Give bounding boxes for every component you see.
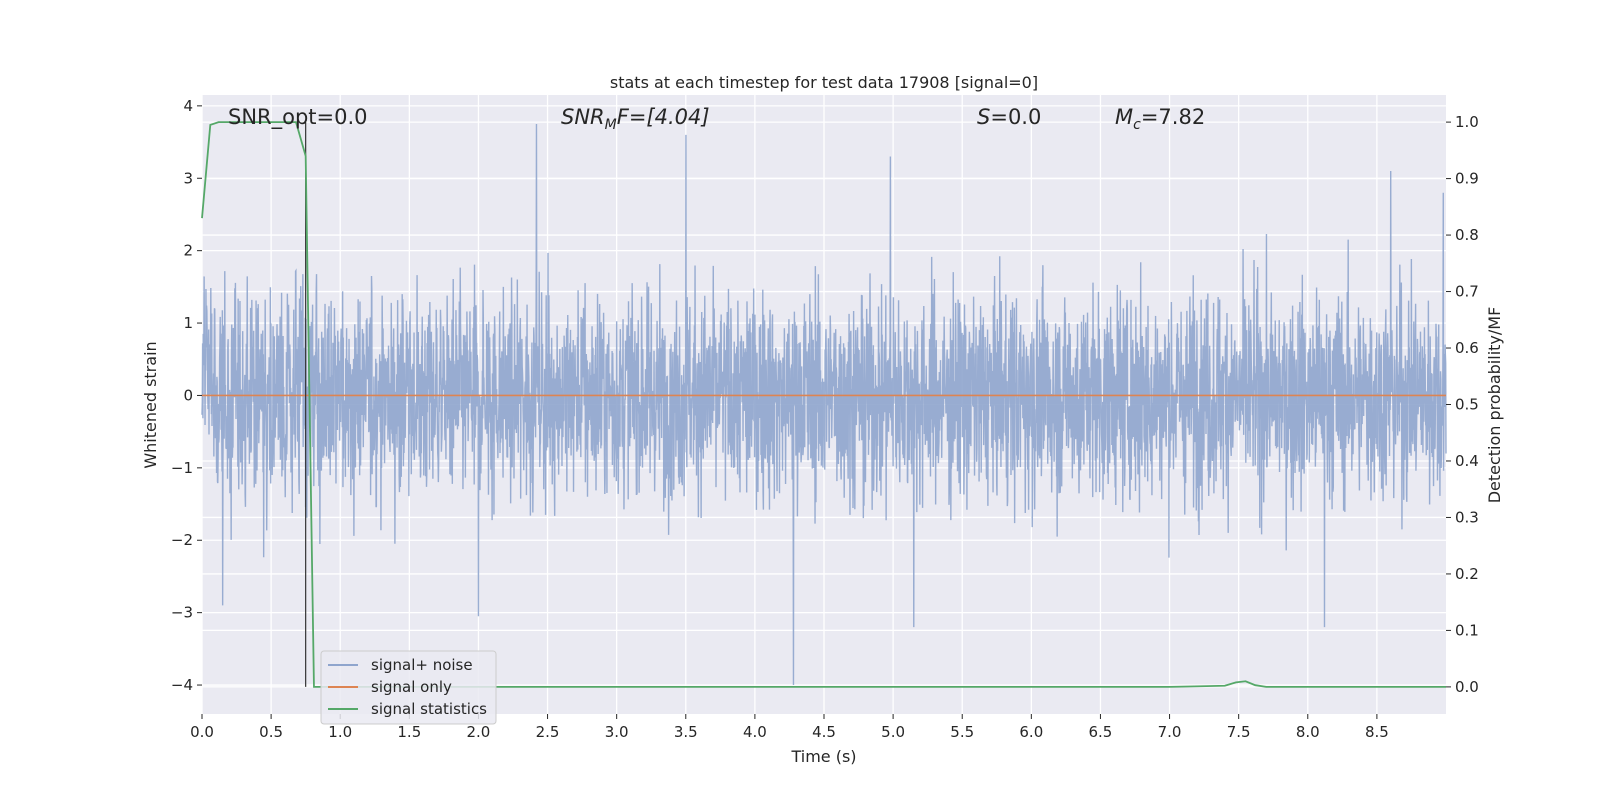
x-tick-label: 6.0 <box>1019 723 1043 741</box>
x-tick-label: 4.5 <box>812 723 836 741</box>
x-tick-label: 2.0 <box>467 723 491 741</box>
x-tick-label: 7.5 <box>1227 723 1251 741</box>
y2-tick-label: 0.9 <box>1455 170 1479 188</box>
snr-mf-sub: M <box>605 117 617 133</box>
line-series <box>201 121 1446 688</box>
x-tick-label: 3.0 <box>605 723 629 741</box>
x-tick-label: 3.5 <box>674 723 698 741</box>
y2-tick-label: 1.0 <box>1455 113 1479 131</box>
x-tick-label: 1.0 <box>328 723 352 741</box>
mc-annotation: Mc=7.82 <box>1115 105 1205 133</box>
snr-mf-base: SNR <box>561 105 605 129</box>
x-tick-label: 7.0 <box>1158 723 1182 741</box>
y-tick-label: −1 <box>171 459 193 477</box>
y2-tick-label: 0.3 <box>1455 508 1479 526</box>
s-tail: =0.0 <box>990 105 1041 129</box>
y2-tick-label: 0.2 <box>1455 565 1479 583</box>
snr-mf-tail: F=[4.04] <box>617 105 710 129</box>
signal-noise-trace <box>201 123 1447 686</box>
legend-label-signal: signal only <box>371 678 452 696</box>
signal-statistics-line <box>201 121 1446 688</box>
noise-series <box>201 123 1447 686</box>
y2-tick-label: 0.7 <box>1455 283 1479 301</box>
ticks: 0.0 0.5 1.0 1.5 2.0 2.5 3.0 3.5 4.0 4.5 5.0 5.5 6.0 6… <box>171 97 1479 741</box>
y2-tick-label: 0.5 <box>1455 396 1479 414</box>
legend: signal+ noise signal only signal statist… <box>320 650 497 725</box>
x-tick-label: 5.0 <box>881 723 905 741</box>
x-tick-label: 8.5 <box>1365 723 1389 741</box>
snr-mf-annotation: SNRMF=[4.04] <box>561 105 710 133</box>
x-tick-label: 4.0 <box>743 723 767 741</box>
x-tick-label: 8.0 <box>1296 723 1320 741</box>
legend-label-statistics: signal statistics <box>371 700 487 718</box>
s-var: S <box>977 105 990 129</box>
y2-tick-label: 0.0 <box>1455 678 1479 696</box>
x-tick-label: 1.5 <box>397 723 421 741</box>
y-tick-label: 0 <box>183 386 193 404</box>
mc-tail: =7.82 <box>1141 105 1205 129</box>
y-tick-label: −3 <box>171 604 193 622</box>
y2-axis-label: Detection probability/MF <box>1485 307 1504 504</box>
y2-tick-label: 0.1 <box>1455 621 1479 639</box>
legend-label-noise: signal+ noise <box>371 656 473 674</box>
y-tick-label: 1 <box>183 314 193 332</box>
mc-sub: c <box>1133 117 1141 133</box>
snr-opt-annotation: SNR_opt=0.0 <box>228 105 368 130</box>
legend-box <box>320 650 497 725</box>
s-annotation: S=0.0 <box>977 105 1041 129</box>
y-tick-label: −2 <box>171 531 193 549</box>
y2-tick-label: 0.4 <box>1455 452 1479 470</box>
y-axis-label: Whitened strain <box>141 341 160 468</box>
y2-tick-label: 0.8 <box>1455 226 1479 244</box>
chart-title: stats at each timestep for test data 179… <box>610 73 1038 92</box>
y-tick-label: 2 <box>183 242 193 260</box>
x-tick-label: 0.0 <box>190 723 214 741</box>
y-tick-label: −4 <box>171 676 193 694</box>
x-tick-label: 6.5 <box>1089 723 1113 741</box>
x-tick-label: 2.5 <box>536 723 560 741</box>
x-axis-label: Time (s) <box>790 747 856 766</box>
x-tick-label: 0.5 <box>259 723 283 741</box>
y-tick-label: 3 <box>183 169 193 187</box>
mc-var: M <box>1115 105 1133 129</box>
y2-tick-label: 0.6 <box>1455 339 1479 357</box>
y-tick-label: 4 <box>183 97 193 115</box>
x-tick-label: 5.5 <box>950 723 974 741</box>
